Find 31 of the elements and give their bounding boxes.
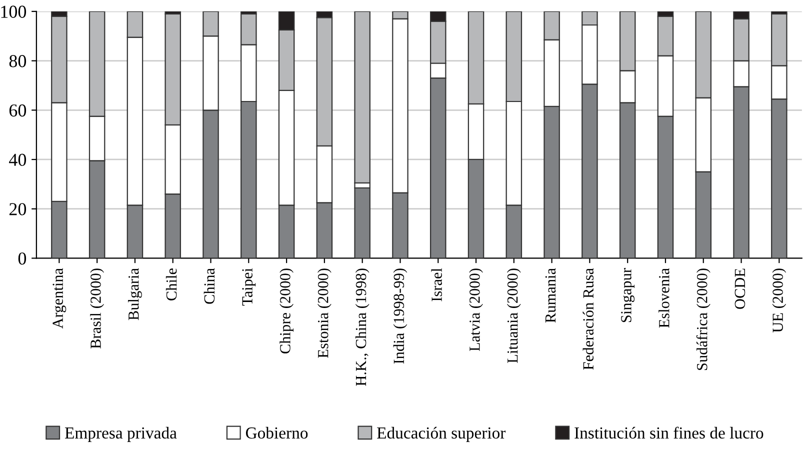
x-tick-label: Singapur (621, 268, 635, 322)
x-tick-label: Argentina (52, 268, 66, 329)
y-tick-label: 20 (9, 203, 26, 216)
x-tick-label: Bulgaria (128, 268, 142, 320)
x-tick-label: Estonia (2000) (318, 268, 332, 358)
legend-label: Institución sin fines de lucro (574, 426, 764, 439)
x-tick-label: Israel (431, 268, 442, 302)
legend-label: Educación superior (377, 426, 506, 442)
x-tick-label: Eslovenia (658, 268, 670, 328)
x-tick-label: H.K., China (1998) (355, 268, 370, 386)
x-tick-label: Taipei (242, 268, 256, 306)
x-tick-label: UE (2000) (772, 268, 786, 333)
bar (354, 187, 370, 258)
x-tick-label: China (204, 268, 215, 304)
x-tick-label: Chile (166, 268, 177, 300)
x-tick-label: Sudáfrica (2000) (696, 268, 710, 370)
y-tick-label: 60 (9, 104, 26, 117)
x-tick-label: Brasil (2000) (90, 268, 104, 349)
legend-label: Gobierno (246, 426, 308, 439)
x-tick-label: Federación Rusa (582, 268, 594, 370)
x-tick-label: OCDE (734, 268, 746, 309)
y-tick-label: 40 (9, 154, 26, 166)
x-tick-label: Chipre (2000) (280, 268, 294, 354)
x-tick-label: Latvia (2000) (469, 268, 483, 352)
x-tick-label: Rumania (545, 268, 556, 323)
y-tick-label: 100 (1, 6, 26, 18)
y-tick-label: 80 (9, 55, 26, 68)
x-tick-label: Lituania (2000) (506, 268, 521, 363)
legend-label: Empresa privada (64, 426, 177, 442)
x-tick-label: India (1998-99) (393, 268, 408, 364)
y-tick-label: 0 (18, 252, 26, 265)
